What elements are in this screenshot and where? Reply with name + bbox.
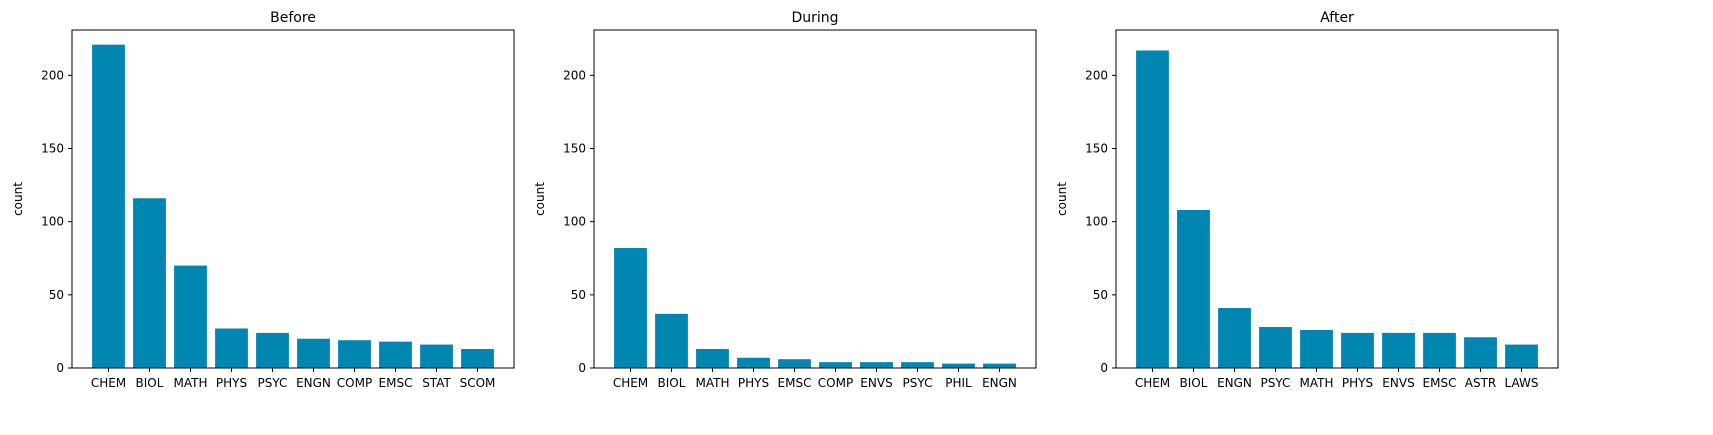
- y-tick-label: 100: [41, 215, 64, 229]
- chart-panel-3: CHEM BIOL ENGN PSYC MATH PHYS ENVS EMSC ASTR LAWS…: [1055, 10, 1559, 390]
- bar-psyc: [256, 332, 289, 368]
- y-tick-label: 0: [1100, 361, 1108, 375]
- x-tick-label: PSYC: [258, 376, 288, 390]
- x-tick-label: COMP: [818, 376, 853, 390]
- bar-chem: [614, 248, 647, 368]
- bar-psyc: [901, 362, 934, 368]
- bar-comp: [338, 340, 371, 368]
- x-tick-label: CHEM: [1135, 376, 1170, 390]
- x-tick-label: EMSC: [1423, 376, 1457, 390]
- y-tick-label: 0: [578, 361, 586, 375]
- bar-chem: [92, 44, 125, 368]
- bar-phys: [737, 357, 770, 368]
- bar-engn: [1218, 308, 1251, 368]
- bar-laws: [1505, 344, 1538, 368]
- bar-scom: [461, 348, 494, 368]
- x-tick-label: ENGN: [296, 376, 331, 390]
- bar-emsc: [379, 341, 412, 368]
- x-tick-label: ENVS: [1382, 376, 1414, 390]
- chart-title: Before: [270, 10, 316, 26]
- x-tick-label: ENGN: [1217, 376, 1252, 390]
- y-tick-label: 200: [41, 68, 64, 82]
- x-tick-label: PSYC: [903, 376, 933, 390]
- x-tick-label: CHEM: [91, 376, 126, 390]
- x-tick-label: BIOL: [136, 376, 164, 390]
- bar-emsc: [1423, 332, 1456, 368]
- y-tick-label: 100: [563, 215, 586, 229]
- x-tick-label: PHYS: [738, 376, 769, 390]
- y-tick-label: 200: [1085, 68, 1108, 82]
- bar-engn: [983, 363, 1016, 368]
- y-axis-label: count: [533, 182, 547, 216]
- bar-envs: [1382, 332, 1415, 368]
- plot-frame: [71, 29, 515, 369]
- y-tick-label: 150: [1085, 142, 1108, 156]
- x-tick-label: PHIL: [945, 376, 972, 390]
- x-tick-label: EMSC: [778, 376, 812, 390]
- bar-emsc: [778, 359, 811, 368]
- y-axis-label: count: [11, 182, 25, 216]
- bar-biol: [133, 198, 166, 368]
- x-tick-label: ENVS: [860, 376, 892, 390]
- chart-title: After: [1320, 10, 1354, 26]
- bar-biol: [1177, 209, 1210, 368]
- x-tick-label: CHEM: [613, 376, 648, 390]
- bar-math: [1300, 329, 1333, 368]
- bar-math: [174, 265, 207, 368]
- bar-engn: [297, 338, 330, 368]
- bar-phys: [1341, 332, 1374, 368]
- x-tick-label: BIOL: [658, 376, 686, 390]
- chart-title: During: [791, 10, 838, 26]
- y-tick-label: 150: [563, 142, 586, 156]
- x-tick-label: BIOL: [1180, 376, 1208, 390]
- plot-frame: [1115, 29, 1559, 369]
- x-tick-label: ASTR: [1465, 376, 1497, 390]
- x-tick-label: STAT: [422, 376, 451, 390]
- x-tick-label: LAWS: [1505, 376, 1539, 390]
- bar-phil: [942, 363, 975, 368]
- bar-biol: [655, 313, 688, 368]
- y-tick-label: 100: [1085, 215, 1108, 229]
- chart-panel-2: CHEM BIOL MATH PHYS EMSC COMP ENVS PSYC PHIL ENGN…: [533, 10, 1037, 390]
- bar-stat: [420, 344, 453, 368]
- y-tick-label: 50: [571, 288, 586, 302]
- y-axis-label: count: [1055, 182, 1069, 216]
- x-tick-label: EMSC: [379, 376, 413, 390]
- bar-comp: [819, 362, 852, 368]
- x-tick-label: MATH: [174, 376, 208, 390]
- y-tick-label: 0: [56, 361, 64, 375]
- x-tick-label: MATH: [1300, 376, 1334, 390]
- bar-math: [696, 348, 729, 368]
- x-tick-label: MATH: [696, 376, 730, 390]
- x-tick-label: ENGN: [982, 376, 1017, 390]
- x-tick-label: PHYS: [216, 376, 247, 390]
- bar-psyc: [1259, 327, 1292, 368]
- bar-chem: [1136, 50, 1169, 368]
- bar-envs: [860, 362, 893, 368]
- y-tick-label: 50: [49, 288, 64, 302]
- x-tick-label: PHYS: [1342, 376, 1373, 390]
- y-tick-label: 50: [1093, 288, 1108, 302]
- plot-frame: [593, 29, 1037, 369]
- x-tick-label: PSYC: [1261, 376, 1291, 390]
- y-tick-label: 200: [563, 68, 586, 82]
- x-tick-label: COMP: [337, 376, 372, 390]
- x-tick-label: SCOM: [460, 376, 496, 390]
- bar-phys: [215, 328, 248, 368]
- chart-panel-1: CHEM BIOL MATH PHYS PSYC ENGN COMP EMSC STAT SCOM…: [11, 10, 515, 390]
- bar-astr: [1464, 337, 1497, 368]
- y-tick-label: 150: [41, 142, 64, 156]
